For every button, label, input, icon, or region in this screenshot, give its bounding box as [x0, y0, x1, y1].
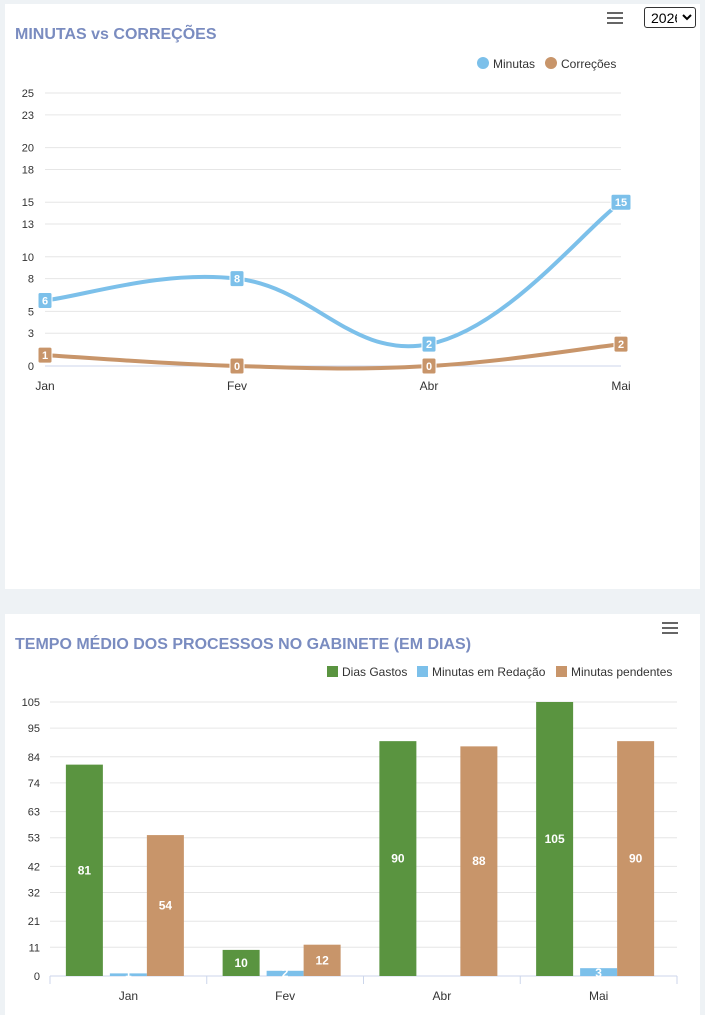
- legend-item-minutas[interactable]: Minutas: [477, 57, 535, 71]
- hamburger-menu-icon[interactable]: [607, 12, 623, 24]
- data-label: 2: [426, 339, 432, 351]
- bar-data-label: 105: [545, 832, 565, 846]
- y-tick-label: 5: [28, 306, 34, 318]
- bar-data-label: 2: [282, 966, 289, 980]
- bar-data-label: 81: [78, 863, 92, 877]
- legend-marker: [477, 57, 489, 69]
- legend-label: Minutas pendentes: [571, 665, 672, 679]
- bar-minutas-pendentes: [303, 944, 341, 976]
- y-tick-label: 3: [28, 328, 34, 340]
- bar-dias-gastos: [536, 702, 574, 976]
- bar-data-label: 90: [629, 852, 643, 866]
- legend-item[interactable]: Minutas pendentes: [556, 665, 672, 679]
- bar-chart: Dias Gastos Minutas em Redação Minutas pen…: [22, 665, 678, 1003]
- bar-data-label: 12: [315, 953, 329, 967]
- y-tick-label: 11: [29, 942, 40, 954]
- y-tick-label: 21: [28, 916, 40, 928]
- data-label: 0: [426, 361, 432, 373]
- bar-minutas-em-reda-o: [109, 973, 147, 976]
- y-tick-label: 0: [34, 971, 40, 983]
- x-tick-label: Mai: [589, 989, 608, 1003]
- data-label-box: [421, 357, 437, 375]
- y-tick-label: 53: [28, 833, 40, 845]
- y-tick-label: 0: [28, 361, 34, 373]
- y-tick-label: 32: [28, 887, 40, 899]
- data-label-box: [421, 335, 437, 353]
- legend-label: Minutas: [493, 57, 535, 71]
- chart2-title: TEMPO MÉDIO DOS PROCESSOS NO GABINETE (E…: [15, 636, 472, 653]
- data-label-box: [37, 291, 53, 309]
- y-tick-label: 10: [22, 252, 34, 264]
- data-label: 6: [42, 295, 48, 307]
- y-tick-label: 20: [22, 143, 34, 155]
- x-tick-label: Jan: [35, 379, 54, 393]
- bar-data-label: 90: [391, 852, 405, 866]
- bar-data-label: 3: [595, 966, 602, 980]
- bar-data-label: 1: [125, 966, 132, 980]
- bar-minutas-pendentes: [146, 835, 184, 976]
- x-tick-label: Jan: [119, 989, 138, 1003]
- data-label-box: [229, 357, 245, 375]
- y-tick-label: 105: [22, 697, 40, 709]
- y-tick-label: 95: [28, 723, 40, 735]
- y-tick-label: 84: [28, 752, 40, 764]
- bar-minutas-pendentes: [617, 741, 655, 976]
- legend-marker: [545, 57, 557, 69]
- bar-minutas-em-reda-o: [266, 970, 304, 976]
- data-label-box: [37, 346, 53, 364]
- x-tick-label: Abr: [420, 379, 439, 393]
- y-tick-label: 8: [28, 274, 34, 286]
- data-label-box: [613, 335, 629, 353]
- legend-marker: [417, 666, 428, 677]
- x-tick-label: Mai: [611, 379, 630, 393]
- chart1-title: MINUTAS vs CORREÇÕES: [15, 26, 217, 43]
- legend-marker: [327, 666, 338, 677]
- y-tick-label: 23: [22, 110, 34, 122]
- legend-label: Dias Gastos: [342, 665, 407, 679]
- legend-label: Minutas em Redação: [432, 665, 546, 679]
- data-label: 0: [234, 361, 240, 373]
- legend-label: Correções: [561, 57, 616, 71]
- x-tick-label: Abr: [433, 989, 452, 1003]
- series-line-correções: [43, 342, 623, 371]
- y-tick-label: 18: [22, 164, 34, 176]
- data-label: 1: [42, 350, 48, 362]
- y-tick-label: 63: [28, 807, 40, 819]
- data-label: 2: [618, 339, 624, 351]
- year-select[interactable]: 2026: [644, 7, 696, 28]
- data-label: 8: [234, 274, 240, 286]
- x-tick-label: Fev: [275, 989, 295, 1003]
- x-tick-label: Fev: [227, 379, 247, 393]
- hamburger-menu-icon[interactable]: [662, 622, 678, 634]
- data-label-box: [610, 193, 632, 211]
- bar-dias-gastos: [65, 764, 103, 976]
- legend-item[interactable]: Dias Gastos: [327, 665, 407, 679]
- y-tick-label: 42: [28, 861, 40, 873]
- legend-item[interactable]: Minutas em Redação: [417, 665, 546, 679]
- bar-dias-gastos: [222, 949, 260, 976]
- y-tick-label: 13: [22, 219, 34, 231]
- y-tick-label: 74: [28, 778, 40, 790]
- bar-data-label: 10: [234, 956, 248, 970]
- bar-data-label: 88: [472, 854, 486, 868]
- series-line-minutas: [43, 200, 623, 349]
- bar-minutas-em-reda-o: [580, 968, 618, 976]
- bar-data-label: 54: [159, 899, 173, 913]
- data-label-box: [229, 270, 245, 288]
- bar-minutas-pendentes: [460, 746, 498, 976]
- bar-dias-gastos: [379, 741, 417, 976]
- bar-chart-card: TEMPO MÉDIO DOS PROCESSOS NO GABINETE (E…: [5, 614, 700, 1015]
- y-tick-label: 25: [22, 88, 34, 100]
- legend-marker: [556, 666, 567, 677]
- y-tick-label: 15: [22, 197, 34, 209]
- legend-item-correções[interactable]: Correções: [545, 57, 616, 71]
- line-chart-card: MINUTAS vs CORREÇÕES 2026 Minutas Correçõ…: [5, 4, 700, 589]
- data-label: 15: [615, 197, 627, 209]
